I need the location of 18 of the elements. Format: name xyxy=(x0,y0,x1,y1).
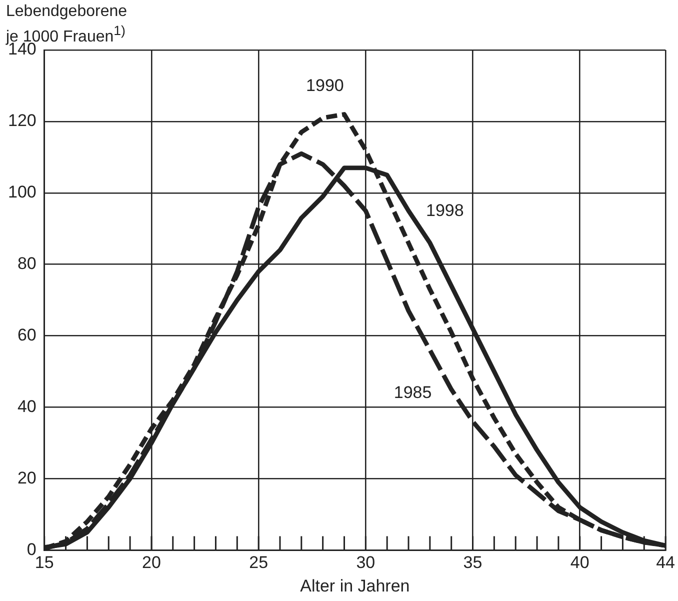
y-tick-label: 0 xyxy=(26,540,36,559)
x-tick-label: 25 xyxy=(249,553,268,572)
x-tick-label: 20 xyxy=(142,553,161,572)
annotation: 1998 xyxy=(424,200,466,221)
x-tick-label: 35 xyxy=(463,553,482,572)
x-tick-label: 15 xyxy=(34,553,54,572)
y-tick-label: 20 xyxy=(17,468,36,488)
y-tick-label: 40 xyxy=(17,396,36,416)
x-tick-label: 40 xyxy=(570,553,590,572)
y-tick-label: 120 xyxy=(8,111,36,130)
y-tick-label: 60 xyxy=(17,326,36,345)
annotation: 1985 xyxy=(392,382,434,403)
y-tick-label: 80 xyxy=(17,254,36,274)
x-tick-label: 30 xyxy=(356,553,376,572)
x-tick-label: 44 xyxy=(656,553,676,572)
x-axis-title: Alter in Jahren xyxy=(300,576,410,596)
y-tick-label: 100 xyxy=(8,182,36,202)
annotation: 1990 xyxy=(304,76,346,96)
